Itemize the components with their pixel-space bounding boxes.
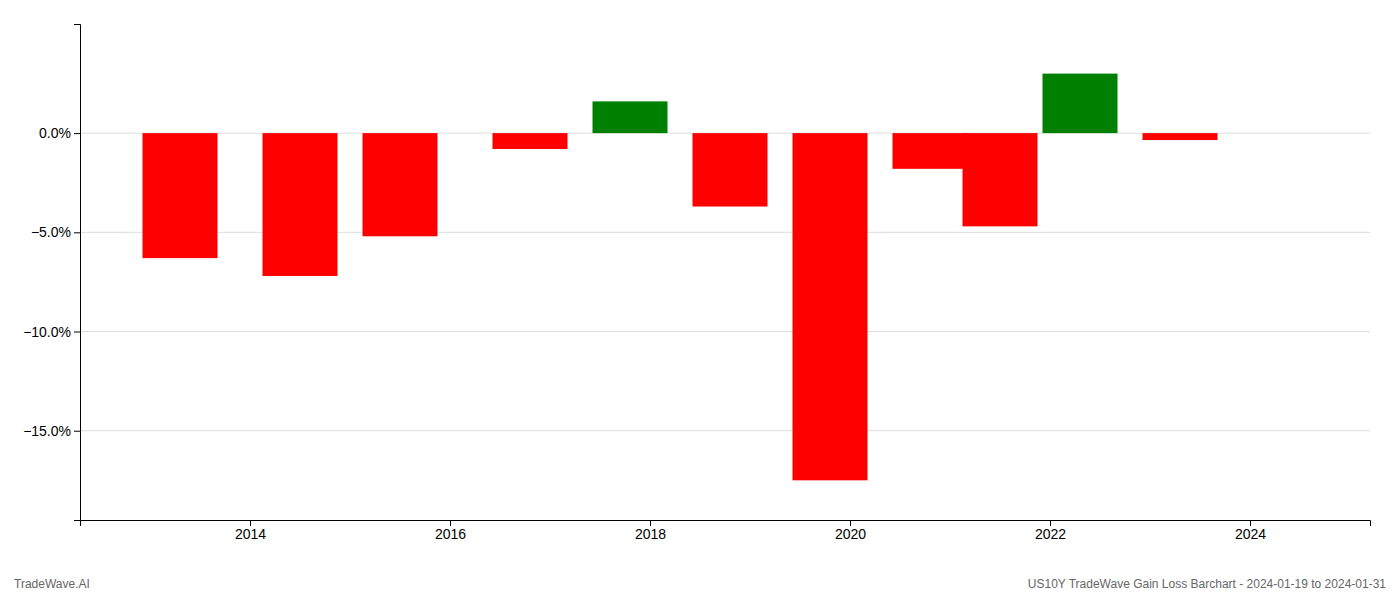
bar (1143, 133, 1218, 140)
grid-line (80, 430, 1370, 431)
bar (593, 101, 668, 133)
bar (893, 133, 968, 169)
bar (793, 133, 868, 480)
bar (143, 133, 218, 258)
footer-text: US10Y TradeWave Gain Loss Barchart - 202… (1028, 577, 1387, 591)
x-tick: 2022 (1035, 520, 1066, 542)
y-tick: −10.0% (23, 324, 80, 340)
chart-svg: 0.0% −5.0% −10.0% −15.0% 2014 2016 2018 2020 202… (0, 0, 1400, 600)
x-tick: 2016 (435, 520, 466, 542)
y-tick-mark (74, 232, 80, 233)
footer-text: TradeWave.AI (14, 577, 90, 591)
x-tick-label: 2022 (1035, 526, 1066, 542)
plot: 0.0% −5.0% −10.0% −15.0% 2014 2016 2018 2020 202… (23, 25, 1370, 542)
bars (143, 74, 1218, 481)
bar (963, 133, 1038, 226)
bar (693, 133, 768, 206)
y-tick-mark (74, 332, 80, 333)
y-tick: −15.0% (23, 423, 80, 439)
x-tick: 2024 (1235, 520, 1266, 542)
bar (1043, 74, 1118, 134)
y-axis: 0.0% −5.0% −10.0% −15.0% (23, 25, 80, 521)
grid (80, 133, 1370, 431)
y-tick-mark (74, 431, 80, 432)
x-tick-label: 2018 (635, 526, 666, 542)
y-tick-label: 0.0% (39, 125, 71, 141)
y-axis-line (74, 25, 81, 521)
y-tick-label: −5.0% (31, 224, 71, 240)
x-tick: 2014 (235, 520, 266, 542)
x-tick-label: 2016 (435, 526, 466, 542)
x-tick-label: 2024 (1235, 526, 1266, 542)
y-tick: 0.0% (39, 125, 80, 141)
y-tick-mark (74, 133, 80, 134)
bar (363, 133, 438, 236)
x-tick-label: 2020 (835, 526, 866, 542)
x-tick: 2020 (835, 520, 866, 542)
x-tick: 2018 (635, 520, 666, 542)
y-tick-label: −15.0% (23, 423, 71, 439)
x-axis: 2014 2016 2018 2020 2022 2024 (81, 520, 1371, 542)
bar (263, 133, 338, 276)
y-tick: −5.0% (31, 224, 80, 240)
grid-line (80, 331, 1370, 332)
x-tick-label: 2014 (235, 526, 266, 542)
x-axis-line (81, 521, 1371, 527)
bar (493, 133, 568, 149)
y-tick-label: −10.0% (23, 324, 71, 340)
